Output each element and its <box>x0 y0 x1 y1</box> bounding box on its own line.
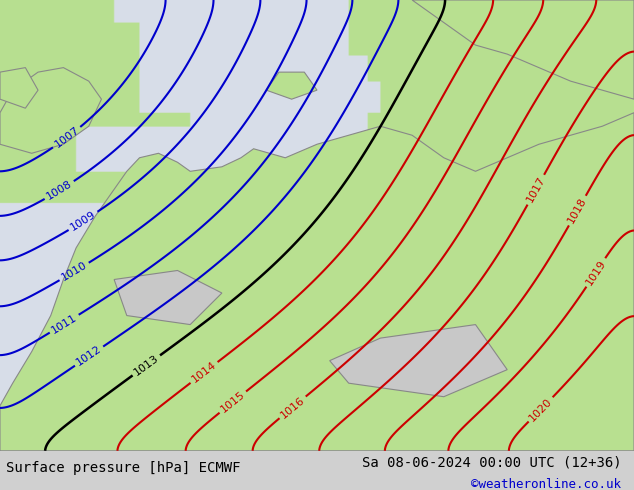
Text: 1018: 1018 <box>566 196 588 225</box>
Polygon shape <box>0 68 38 108</box>
Polygon shape <box>114 270 222 324</box>
Text: 1014: 1014 <box>190 360 218 385</box>
Text: ©weatheronline.co.uk: ©weatheronline.co.uk <box>471 478 621 490</box>
Polygon shape <box>330 324 507 397</box>
Text: 1009: 1009 <box>68 209 98 233</box>
Text: 1017: 1017 <box>525 175 547 204</box>
Text: 1010: 1010 <box>60 260 89 283</box>
Text: 1019: 1019 <box>584 258 608 287</box>
Polygon shape <box>266 72 317 99</box>
Polygon shape <box>0 113 634 451</box>
Text: 1015: 1015 <box>219 390 247 415</box>
Text: Surface pressure [hPa] ECMWF: Surface pressure [hPa] ECMWF <box>6 462 241 475</box>
Text: 1016: 1016 <box>278 394 307 420</box>
Polygon shape <box>412 0 634 99</box>
Polygon shape <box>0 68 101 153</box>
Text: 1011: 1011 <box>49 312 79 335</box>
Text: 1008: 1008 <box>45 179 74 202</box>
Text: Sa 08-06-2024 00:00 UTC (12+36): Sa 08-06-2024 00:00 UTC (12+36) <box>361 456 621 469</box>
Text: 1007: 1007 <box>53 125 81 150</box>
Text: 1020: 1020 <box>527 396 554 423</box>
Text: 1012: 1012 <box>75 344 103 368</box>
Text: 1013: 1013 <box>132 353 160 378</box>
